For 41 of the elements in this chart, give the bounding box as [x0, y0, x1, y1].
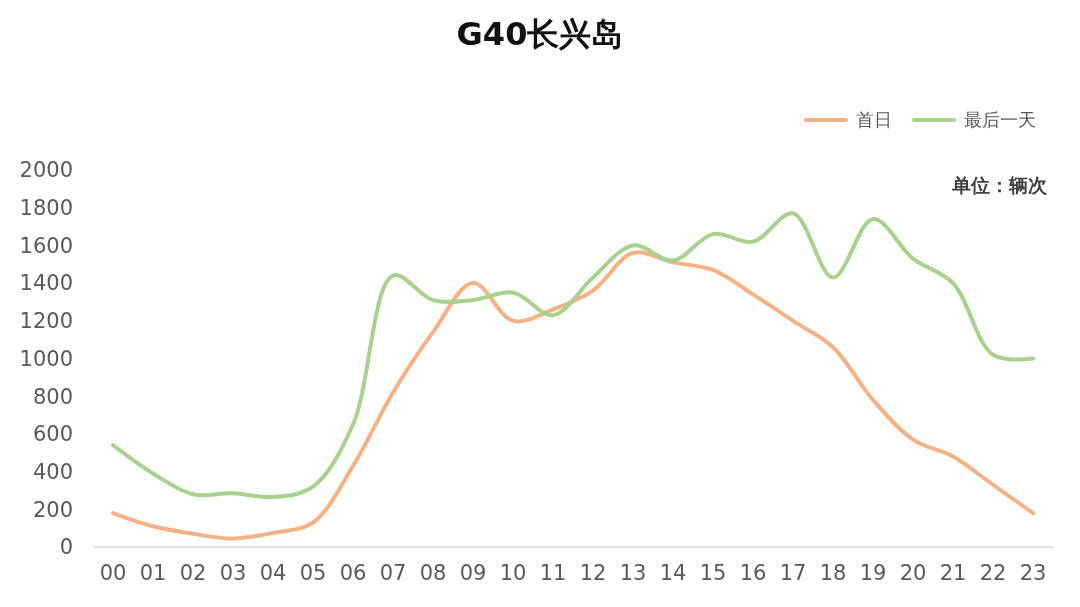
y-tick-label: 1600 — [19, 233, 73, 258]
x-tick-label: 13 — [619, 561, 647, 585]
x-tick-label: 18 — [819, 561, 847, 585]
x-tick-label: 14 — [659, 561, 687, 585]
annotation: 单位：辆次 — [951, 174, 1048, 196]
y-tick-label: 0 — [59, 535, 73, 560]
y-tick-label: 400 — [32, 459, 73, 484]
legend-label: 最后一天 — [964, 109, 1036, 131]
x-tick-label: 01 — [139, 561, 167, 585]
legend-label: 首日 — [856, 109, 892, 131]
x-tick-label: 16 — [739, 561, 767, 585]
y-tick-label: 2000 — [19, 158, 73, 183]
y-tick-label: 600 — [32, 422, 73, 447]
x-tick-label: 23 — [1019, 561, 1047, 585]
x-tick-label: 17 — [779, 561, 807, 585]
x-tick-label: 15 — [699, 561, 727, 585]
x-tick-label: 19 — [859, 561, 887, 585]
x-tick-label: 02 — [179, 561, 207, 585]
y-tick-label: 1400 — [19, 271, 73, 296]
x-tick-label: 12 — [579, 561, 607, 585]
y-tick-label: 1200 — [19, 309, 73, 334]
y-tick-label: 1800 — [19, 196, 73, 221]
line-series — [111, 211, 1035, 500]
chart-title: G40长兴岛 — [456, 15, 624, 53]
y-tick-label: 1000 — [19, 346, 73, 371]
x-tick-label: 07 — [379, 561, 407, 585]
x-tick-label: 06 — [339, 561, 367, 585]
x-tick-label: 22 — [979, 561, 1007, 585]
x-tick-label: 04 — [259, 561, 287, 585]
x-tick-label: 09 — [459, 561, 487, 585]
x-tick-label: 20 — [899, 561, 927, 585]
x-tick-label: 05 — [299, 561, 327, 585]
y-tick-label: 200 — [32, 497, 73, 522]
y-tick-label: 800 — [32, 384, 73, 409]
x-tick-label: 03 — [219, 561, 247, 585]
x-tick-label: 08 — [419, 561, 447, 585]
x-tick-label: 00 — [99, 561, 127, 585]
x-tick-label: 11 — [539, 561, 567, 585]
x-tick-label: 10 — [499, 561, 527, 585]
x-tick-label: 21 — [939, 561, 967, 585]
line-series — [111, 250, 1035, 541]
